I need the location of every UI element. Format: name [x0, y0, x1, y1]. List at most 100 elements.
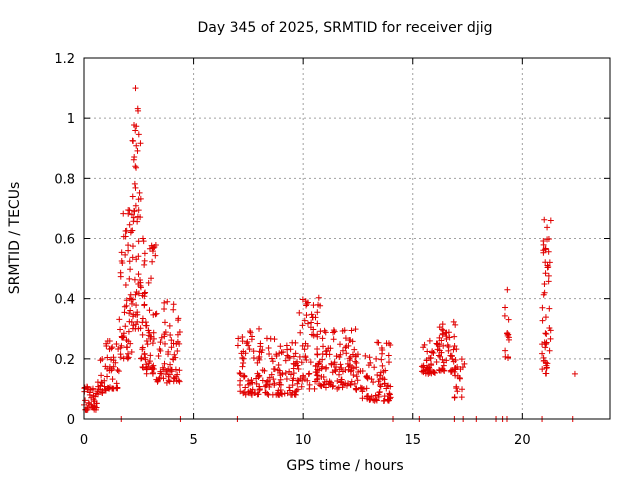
data-point: [571, 370, 578, 377]
data-point: [543, 370, 550, 377]
data-point: [133, 321, 139, 328]
data-point: [348, 378, 355, 385]
data-point: [148, 333, 155, 340]
data-point: [118, 249, 125, 256]
data-point: [143, 364, 150, 371]
data-point: [131, 276, 138, 283]
data-point: [244, 338, 251, 345]
data-point: [150, 311, 157, 318]
data-point: [241, 373, 248, 380]
data-point: [374, 339, 381, 346]
data-point: [95, 383, 102, 390]
data-point: [265, 377, 272, 384]
data-point: [444, 342, 451, 349]
data-point: [122, 233, 129, 240]
data-point: [424, 348, 431, 355]
data-point: [542, 246, 549, 253]
data-point: [342, 335, 349, 342]
data-point: [123, 353, 130, 360]
data-point: [303, 312, 310, 319]
data-point: [329, 369, 336, 376]
data-point: [242, 391, 249, 398]
data-point: [167, 332, 174, 339]
data-point: [236, 381, 243, 388]
data-point: [545, 248, 552, 255]
data-point: [451, 333, 458, 340]
data-point: [117, 269, 124, 276]
data-point: [130, 296, 137, 303]
data-point: [292, 339, 299, 346]
data-point: [139, 315, 146, 322]
data-point: [318, 373, 325, 380]
data-point: [257, 343, 264, 350]
data-point: [280, 349, 287, 356]
data-point: [319, 335, 326, 342]
data-point: [114, 366, 121, 373]
data-point: [372, 392, 379, 399]
data-point: [349, 338, 356, 345]
data-point: [545, 236, 552, 243]
data-point: [446, 334, 453, 341]
data-point: [126, 295, 133, 302]
data-point: [248, 377, 255, 384]
data-point: [545, 278, 552, 285]
data-point: [155, 353, 162, 360]
data-point: [452, 357, 459, 364]
data-point: [140, 238, 147, 245]
data-point: [370, 397, 377, 404]
data-point: [249, 333, 256, 340]
data-point: [276, 381, 283, 388]
data-point: [164, 298, 171, 305]
data-point: [503, 330, 510, 337]
data-point: [317, 302, 324, 309]
data-point: [259, 367, 266, 374]
data-point: [237, 370, 244, 377]
data-point: [241, 389, 248, 396]
data-point: [125, 242, 132, 249]
data-point: [278, 390, 285, 397]
data-point: [141, 290, 148, 297]
data-point: [173, 373, 180, 380]
y-tick-label: 0.6: [54, 233, 75, 248]
data-point: [359, 385, 366, 392]
data-point: [165, 373, 172, 380]
data-point: [330, 336, 337, 343]
data-point: [117, 344, 124, 351]
data-point: [158, 334, 165, 341]
data-point: [129, 254, 136, 261]
data-point: [353, 386, 360, 393]
data-point: [333, 353, 340, 360]
data-point: [329, 383, 336, 390]
data-point: [315, 294, 322, 301]
data-point: [114, 384, 121, 391]
data-point: [276, 370, 283, 377]
data-point: [239, 363, 246, 370]
data-point: [319, 356, 326, 363]
data-point: [175, 377, 182, 384]
data-point: [127, 340, 134, 347]
data-point: [296, 309, 303, 316]
data-point: [150, 365, 157, 372]
data-point: [299, 372, 306, 379]
data-point: [138, 355, 145, 362]
y-tick-label: 0.2: [54, 353, 75, 368]
data-point: [84, 385, 91, 392]
data-point: [377, 369, 384, 376]
data-point: [99, 389, 106, 396]
data-point: [436, 334, 443, 341]
data-point: [254, 391, 261, 398]
data-point: [505, 334, 512, 341]
data-point: [544, 224, 551, 231]
data-point: [363, 373, 370, 380]
data-point: [458, 356, 465, 363]
data-point: [147, 352, 154, 359]
data-point: [347, 381, 354, 388]
data-point: [371, 364, 378, 371]
data-point: [174, 347, 181, 354]
data-point: [132, 85, 139, 92]
data-point: [132, 291, 139, 298]
data-point: [461, 360, 468, 367]
data-point: [137, 284, 144, 291]
data-point: [123, 336, 130, 343]
data-point: [439, 356, 446, 363]
